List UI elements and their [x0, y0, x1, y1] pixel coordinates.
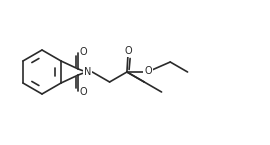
- Text: O: O: [79, 47, 87, 57]
- Text: O: O: [144, 66, 152, 76]
- Text: N: N: [84, 67, 91, 77]
- Text: O: O: [79, 87, 87, 97]
- Text: O: O: [124, 46, 132, 56]
